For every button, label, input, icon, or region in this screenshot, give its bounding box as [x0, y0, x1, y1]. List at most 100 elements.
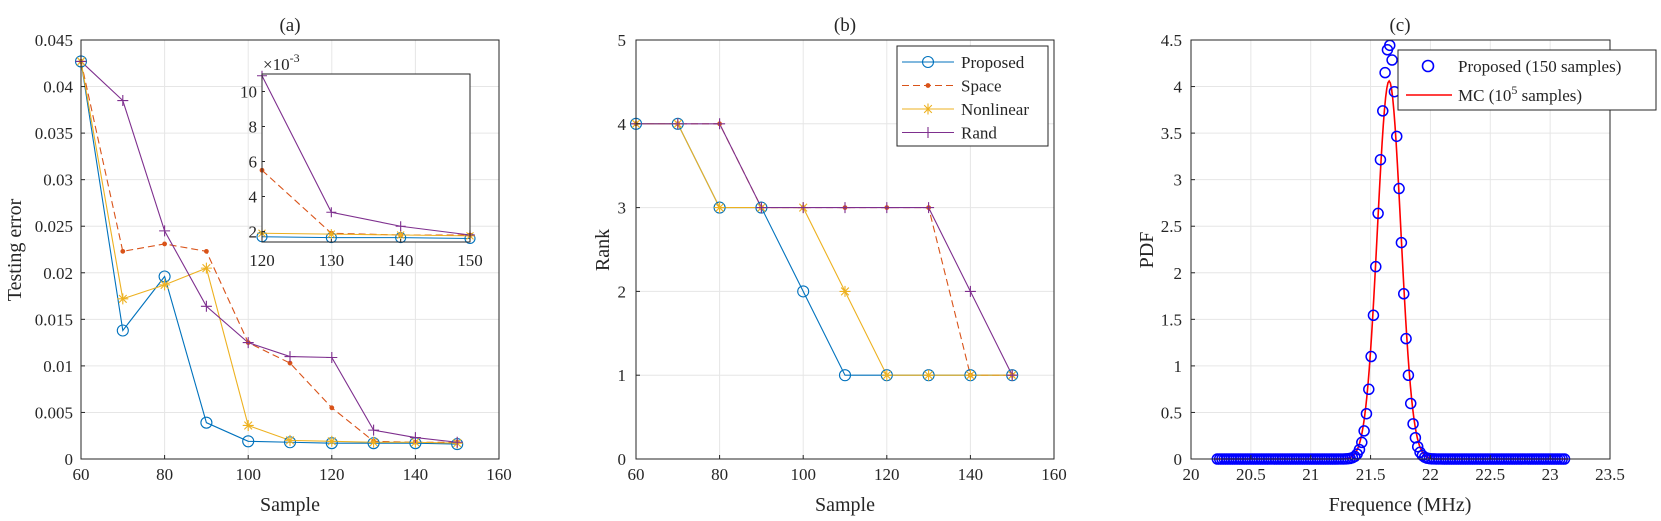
chart-c-ytick-label: 2.5	[1161, 217, 1182, 236]
chart-a-inset-ytick-label: 10	[240, 83, 257, 102]
chart-b-ytick-label: 3	[618, 199, 627, 218]
chart-a-inset-exponent: ×10-3	[263, 51, 300, 74]
chart-c-legend-marker-proposed	[1421, 59, 1435, 73]
chart-c-point-proposed	[1395, 236, 1408, 249]
chart-a-inset-xtick-label: 120	[249, 251, 275, 270]
chart-a-inset-background	[262, 74, 470, 242]
chart-b-legend-marker-nonlinear	[922, 103, 934, 115]
chart-c-ytick-label: 1.5	[1161, 310, 1182, 329]
chart-c-point-proposed	[1379, 66, 1391, 79]
chart-b-series	[629, 117, 1019, 382]
chart-b-point-rand	[797, 202, 809, 214]
chart-c-point-proposed	[1400, 332, 1412, 345]
chart-b-point-rand	[881, 202, 893, 214]
chart-a-tick-labels: 60 80 100 120 140 160 0 0.005 0.01 0.015 0.02 0.025…	[35, 31, 512, 484]
chart-c-ylabel: PDF	[1136, 232, 1158, 269]
chart-b-legend-items: Proposed Space Nonlinear Rand	[902, 53, 1029, 143]
chart-a-inset: 120 130 140 150 2 4 6 8 10 ×10-3	[240, 51, 483, 270]
chart-a-point-rand	[409, 432, 421, 444]
chart-c-point-proposed	[1407, 418, 1419, 430]
chart-a-inset-line-nonlinear	[261, 232, 471, 237]
chart-b-ytick-label: 2	[618, 282, 627, 301]
chart-a-inset-point-nonlinear	[395, 230, 406, 240]
chart-a-point-nonlinear	[326, 435, 338, 447]
chart-b-legend-label-nonlinear: Nonlinear	[961, 100, 1029, 119]
chart-a-xtick-label: 80	[156, 465, 173, 484]
chart-c-xlabel: Frequence (MHz)	[1329, 494, 1472, 516]
chart-c-xtick-label: 20.5	[1236, 465, 1266, 484]
chart-b-point-nonlinear	[881, 369, 893, 381]
chart-c-xtick-label: 20	[1183, 465, 1200, 484]
chart-c-xtick-label: 22.5	[1475, 465, 1505, 484]
chart-b-axes-box	[635, 39, 1055, 460]
chart-a-ylabel: Testing error	[4, 198, 26, 301]
chart-c-point-proposed	[1411, 440, 1424, 453]
chart-b-legend-marker-space	[925, 83, 931, 88]
chart-a-ytick-label: 0.045	[35, 31, 73, 50]
chart-a-point-rand	[159, 225, 171, 237]
chart-c-axes-box	[1190, 39, 1611, 460]
chart-a-point-space	[204, 248, 209, 254]
chart-b-xtick-label: 80	[711, 465, 728, 484]
chart-a-point-rand	[242, 337, 254, 349]
chart-c-ytick-label: 4.5	[1161, 31, 1182, 50]
chart-c-ytick-label: 0.5	[1161, 403, 1182, 422]
chart-a-point-nonlinear	[159, 279, 171, 291]
chart-b-ylabel: Rank	[592, 229, 614, 271]
chart-a-ytick-label: 0.01	[43, 357, 73, 376]
chart-b-title: (b)	[834, 15, 856, 36]
chart-a-ytick-label: 0.02	[43, 264, 73, 283]
chart-a-xtick-label: 100	[235, 465, 261, 484]
chart-a-ytick-label: 0.03	[43, 171, 73, 190]
chart-b-point-proposed	[797, 285, 810, 298]
chart-b-xtick-label: 160	[1041, 465, 1067, 484]
chart-c-point-proposed	[1390, 130, 1403, 143]
chart-a-point-rand	[368, 424, 380, 436]
chart-a-xlabel: Sample	[260, 494, 320, 516]
chart-a-xtick-label: 140	[403, 465, 429, 484]
chart-b-legend-marker-rand	[922, 127, 934, 138]
chart-c: 20 20.5 21 21.5 22 22.5 23 23.500.511.522.533.5…	[1136, 15, 1657, 516]
chart-a-inset-point-rand	[326, 207, 337, 218]
chart-a-inset-ytick-label: 2	[249, 223, 258, 242]
chart-c-legend: Proposed (150 samples) MC (105 samples)	[1397, 49, 1657, 111]
chart-b-point-nonlinear	[839, 285, 851, 297]
chart-a-inset-ytick-label: 6	[249, 153, 258, 172]
chart-c-point-proposed	[1372, 207, 1384, 220]
chart-b-ytick-label: 5	[618, 31, 627, 50]
chart-a-point-proposed	[116, 324, 129, 337]
chart-c-legend-label-mc: MC (105 samples)	[1458, 83, 1582, 105]
chart-a-line-rand	[80, 61, 458, 443]
chart-c-xtick-label: 21	[1302, 465, 1319, 484]
chart-a-inset-line-space	[261, 169, 470, 236]
chart-b-point-proposed	[838, 369, 852, 382]
chart-c-title: (c)	[1389, 15, 1410, 36]
chart-b-xtick-label: 100	[790, 465, 816, 484]
chart-c-ytick-label: 3.5	[1161, 124, 1182, 143]
chart-b-point-rand	[964, 285, 976, 297]
chart-c-legend-label-proposed: Proposed (150 samples)	[1458, 57, 1621, 76]
chart-c-ytick-label: 4	[1174, 78, 1183, 97]
chart-a-inset-point-nonlinear	[326, 229, 337, 240]
chart-a-xtick-label: 60	[73, 465, 90, 484]
chart-c-point-proposed	[1358, 425, 1370, 437]
chart-b-point-rand	[923, 202, 935, 214]
chart-a-point-rand	[200, 300, 212, 312]
chart-b-point-nonlinear	[964, 369, 976, 381]
chart-b-ytick-label: 4	[618, 115, 627, 134]
chart-b-point-nonlinear	[714, 202, 726, 214]
chart-a-inset-ytick-label: 4	[249, 188, 258, 207]
chart-c-ytick-label: 1	[1174, 357, 1183, 376]
chart-b-ytick-label: 0	[618, 450, 627, 469]
chart-c-point-proposed	[1386, 54, 1398, 66]
chart-a-ytick-label: 0.035	[35, 124, 73, 143]
chart-a-point-space	[329, 405, 335, 411]
chart-a-xtick-label: 160	[486, 465, 512, 484]
chart-c-point-proposed	[1377, 105, 1389, 117]
chart-b-point-rand	[714, 118, 726, 130]
chart-c-point-proposed	[1365, 350, 1377, 363]
chart-a-point-nonlinear	[117, 293, 129, 305]
chart-a-ytick-label: 0.025	[35, 217, 73, 236]
chart-c-point-proposed	[1370, 260, 1382, 273]
